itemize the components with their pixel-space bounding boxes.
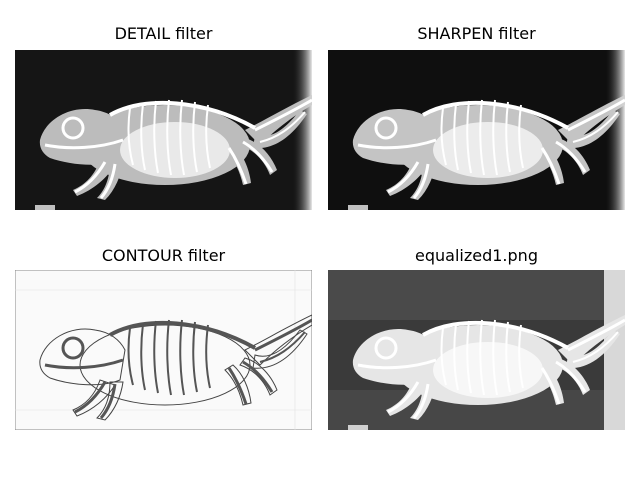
chameleon-xray-detail-image bbox=[15, 50, 312, 210]
chameleon-xray-equalized-image bbox=[328, 270, 625, 430]
panel-title-equalized: equalized1.png bbox=[415, 246, 538, 265]
panel-title-detail: DETAIL filter bbox=[114, 24, 213, 43]
panel-title-contour: CONTOUR filter bbox=[101, 246, 226, 265]
chameleon-xray-sharpen-image bbox=[328, 50, 625, 210]
chameleon-xray-contour-image bbox=[15, 270, 312, 430]
panel-title-sharpen: SHARPEN filter bbox=[417, 24, 536, 43]
